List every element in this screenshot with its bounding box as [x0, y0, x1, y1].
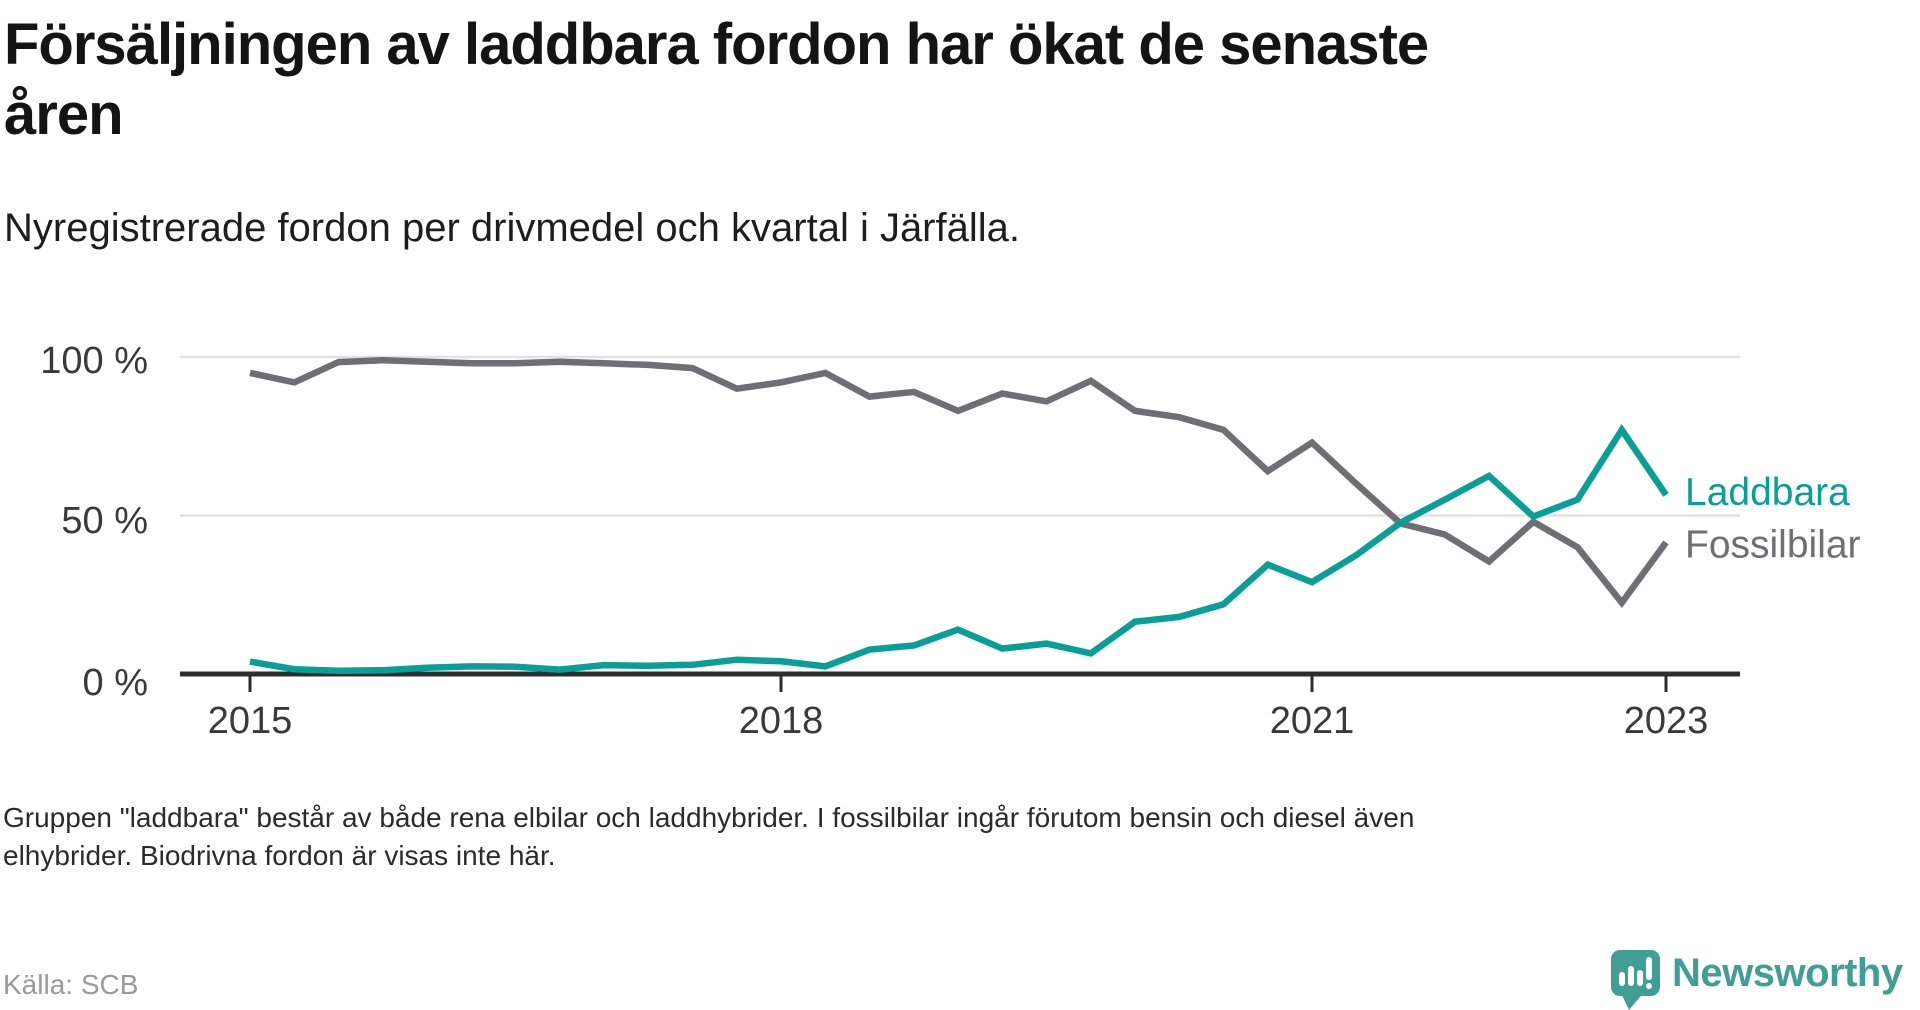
legend-label-laddbara: Laddbara [1685, 471, 1850, 514]
series-line-laddbara [249, 423, 1669, 675]
x-tick-label: 2023 [1624, 700, 1709, 742]
page-subtitle: Nyregistrerade fordon per drivmedel och … [4, 206, 1020, 250]
footnote-line2: elhybrider. Biodrivna fordon är visas in… [3, 840, 556, 871]
footnote-line1: Gruppen "laddbara" består av både rena e… [3, 802, 1415, 833]
footnote: Gruppen "laddbara" består av både rena e… [3, 799, 1414, 875]
page-title-line2: åren [4, 82, 124, 147]
x-tick-label: 2018 [739, 700, 824, 742]
x-tick-label: 2021 [1270, 700, 1355, 742]
page-title: Försäljningen av laddbara fordon har öka… [4, 10, 1429, 150]
x-tick-label: 2015 [208, 700, 293, 742]
page-title-line1: Försäljningen av laddbara fordon har öka… [4, 12, 1429, 77]
series-line-fossilbilar [249, 356, 1669, 609]
brand-logo: Newsworthy [1611, 950, 1904, 1010]
y-tick-label: 0 % [83, 662, 148, 704]
logo-bar-chart-icon [1619, 957, 1652, 989]
brand-wordmark: Newsworthy [1672, 951, 1904, 995]
y-tick-label: 100 % [40, 340, 148, 382]
logo-pin-icon [1611, 950, 1660, 996]
chart-plot-area: 0 % 50 % 100 % 2015 2018 2021 2023 Fossilbilar L… [40, 340, 1860, 742]
y-tick-label: 50 % [61, 500, 148, 542]
source-note: Källa: SCB [3, 969, 139, 1000]
legend-label-fossilbilar: Fossilbilar [1685, 523, 1861, 566]
logo-pin-tail [1620, 991, 1645, 1010]
